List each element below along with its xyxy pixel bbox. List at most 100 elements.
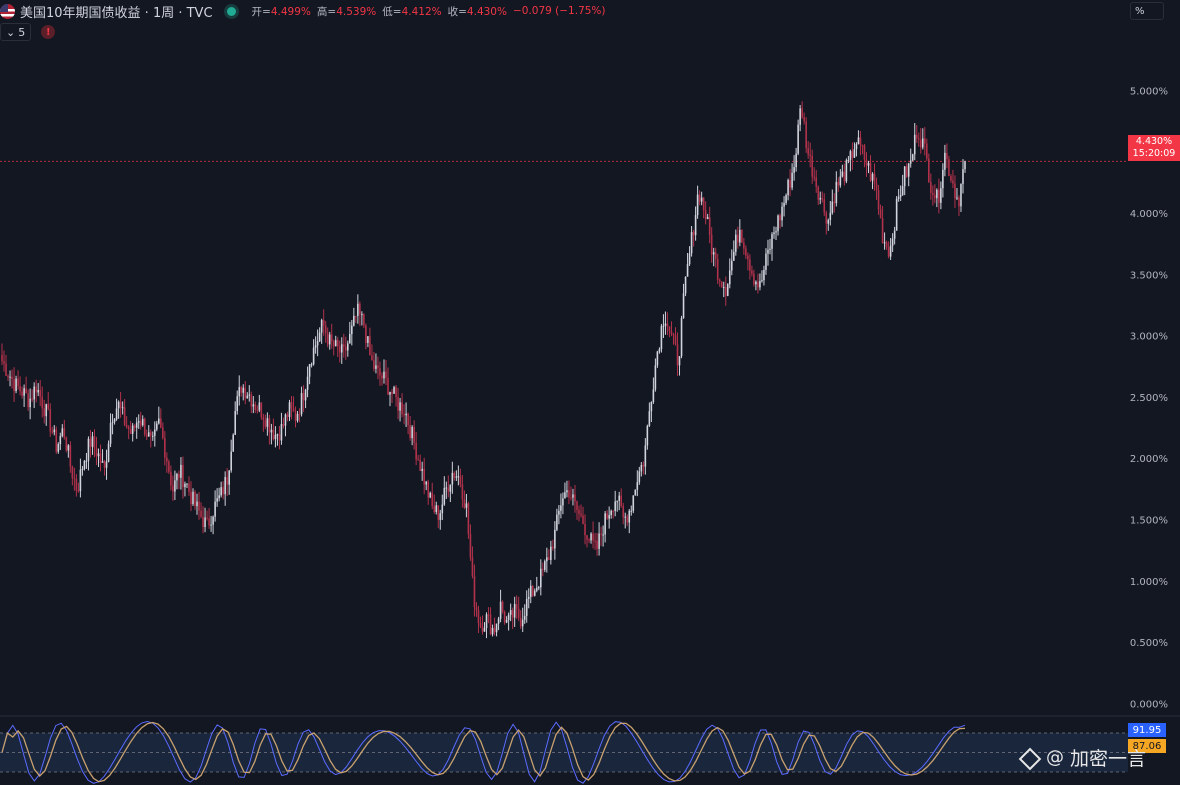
candle-body [859, 137, 862, 146]
candle-body [501, 601, 504, 612]
candle-body [636, 482, 639, 490]
candle-body [133, 425, 136, 428]
candle-body [202, 516, 204, 528]
price-axis[interactable]: 0.000% 0.500% 1.000% 1.500% 2.000% 2.500% 3.00… [1130, 86, 1168, 710]
candle-body [467, 503, 470, 535]
candle-body [31, 398, 33, 400]
candle-body [113, 419, 116, 422]
candle-body [851, 151, 854, 158]
candle-body [427, 481, 430, 498]
candle-body [121, 407, 124, 409]
candle-body [753, 273, 755, 285]
market-status-icon[interactable] [226, 6, 236, 16]
candle-body [272, 429, 275, 440]
candle-body [624, 516, 627, 518]
candle-body [879, 209, 882, 219]
candle-body [582, 515, 584, 525]
candle-body [732, 251, 735, 261]
candle-body [230, 451, 232, 471]
candle-body [936, 189, 938, 199]
candle-body [387, 377, 389, 395]
candle-body [143, 418, 146, 435]
oscillator-d-tag: 87.06 [1128, 739, 1166, 753]
candle-body [901, 186, 904, 196]
candle-body [111, 421, 114, 424]
candle-body [131, 425, 134, 434]
candle-body [948, 159, 950, 177]
candle-body [775, 231, 777, 233]
candle-body [616, 500, 618, 502]
candle-body [375, 365, 377, 369]
candle-body [735, 234, 737, 252]
candle-body [23, 388, 25, 396]
candle-body [903, 166, 906, 187]
candle-body [99, 453, 102, 463]
candle-body [807, 148, 809, 155]
symbol-legend: 美国10年期国债收益 · 1周 · TVC 开=4.499% 高=4.539% … [0, 2, 606, 21]
candle-body [391, 392, 393, 394]
y-tick-label: 2.500% [1130, 393, 1168, 404]
y-tick-label: 2.000% [1130, 454, 1168, 465]
candle-body [634, 489, 637, 496]
candle-body [652, 389, 655, 402]
candle-body [212, 516, 214, 525]
candle-body [887, 247, 890, 257]
candle-body [942, 169, 944, 189]
candle-body [93, 436, 96, 449]
candle-body [670, 331, 673, 334]
symbol-title[interactable]: 美国10年期国债收益 · 1周 · TVC [20, 5, 213, 21]
candle-body [483, 627, 486, 632]
candle-body [228, 470, 230, 485]
candle-body [566, 490, 568, 493]
candle-body [825, 212, 828, 224]
unit-button[interactable]: % [1130, 2, 1164, 20]
candle-body [576, 501, 578, 510]
candle-body [676, 344, 679, 366]
candle-body [795, 153, 797, 168]
candle-body [893, 230, 896, 239]
candle-body [246, 395, 249, 399]
candle-body [558, 510, 560, 515]
candle-body [907, 163, 910, 177]
candle-body [435, 505, 438, 513]
candle-body [256, 409, 259, 411]
candle-body [835, 181, 838, 204]
candle-body [712, 252, 715, 255]
candle-body [495, 623, 498, 633]
candle-body [29, 398, 31, 408]
candle-body [499, 601, 502, 619]
candle-body [278, 434, 281, 441]
indicators-toggle-button[interactable]: ⌄ 5 [0, 23, 32, 41]
candle-body [57, 444, 60, 452]
ohlc-close: 收=4.430% [447, 5, 507, 18]
candle-body [459, 476, 462, 485]
candle-body [312, 347, 315, 365]
oscillator-d-line [1, 721, 966, 783]
candle-body [915, 134, 918, 139]
candle-body [708, 217, 711, 235]
candle-body [718, 279, 721, 282]
candle-body [600, 533, 602, 535]
candle-body [682, 293, 685, 319]
candle-body [628, 510, 631, 523]
candle-body [837, 181, 840, 186]
candle-body [491, 627, 494, 635]
candle-body [869, 163, 872, 181]
candle-body [580, 513, 582, 516]
candle-body [586, 535, 588, 540]
candle-body [845, 160, 848, 182]
candle-body [353, 315, 355, 326]
candle-body [574, 494, 576, 502]
candle-body [515, 604, 518, 609]
candle-body [690, 232, 693, 254]
candle-body [13, 379, 15, 392]
candle-body [749, 259, 751, 271]
candle-body [326, 333, 329, 345]
candle-body [218, 495, 220, 499]
exclamation-icon[interactable]: ! [41, 25, 56, 39]
candle-body [445, 487, 448, 489]
candle-body [560, 505, 562, 511]
candle-body [648, 411, 651, 426]
candle-body [346, 343, 349, 351]
